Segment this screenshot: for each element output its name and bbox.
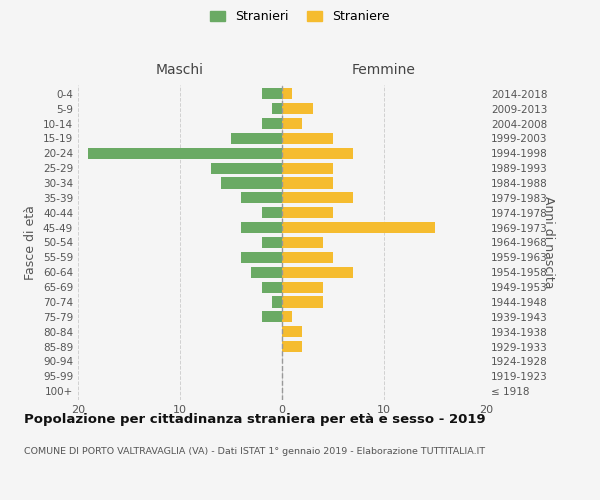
Bar bbox=[282, 341, 302, 352]
Bar bbox=[282, 222, 435, 233]
Text: COMUNE DI PORTO VALTRAVAGLIA (VA) - Dati ISTAT 1° gennaio 2019 - Elaborazione TU: COMUNE DI PORTO VALTRAVAGLIA (VA) - Dati… bbox=[24, 448, 485, 456]
Bar bbox=[282, 311, 292, 322]
Bar bbox=[211, 162, 282, 174]
Bar bbox=[262, 118, 282, 129]
Legend: Stranieri, Straniere: Stranieri, Straniere bbox=[206, 6, 394, 26]
Bar bbox=[282, 207, 333, 218]
Bar bbox=[272, 103, 282, 115]
Bar bbox=[231, 133, 282, 144]
Text: Maschi: Maschi bbox=[156, 64, 204, 78]
Bar bbox=[282, 118, 302, 129]
Bar bbox=[262, 282, 282, 292]
Bar bbox=[282, 296, 323, 308]
Bar bbox=[272, 296, 282, 308]
Bar bbox=[282, 192, 353, 203]
Bar bbox=[282, 252, 333, 263]
Bar bbox=[282, 103, 313, 115]
Text: Popolazione per cittadinanza straniera per età e sesso - 2019: Popolazione per cittadinanza straniera p… bbox=[24, 412, 485, 426]
Bar bbox=[241, 192, 282, 203]
Bar bbox=[282, 282, 323, 292]
Bar bbox=[282, 326, 302, 337]
Bar bbox=[282, 237, 323, 248]
Bar bbox=[282, 266, 353, 278]
Bar bbox=[221, 178, 282, 188]
Bar bbox=[262, 207, 282, 218]
Bar bbox=[282, 88, 292, 100]
Bar bbox=[241, 252, 282, 263]
Bar bbox=[241, 222, 282, 233]
Text: Femmine: Femmine bbox=[352, 64, 416, 78]
Bar bbox=[262, 88, 282, 100]
Bar bbox=[251, 266, 282, 278]
Bar bbox=[282, 178, 333, 188]
Y-axis label: Anni di nascita: Anni di nascita bbox=[542, 196, 554, 289]
Bar bbox=[282, 133, 333, 144]
Bar bbox=[262, 237, 282, 248]
Bar bbox=[282, 162, 333, 174]
Bar bbox=[262, 311, 282, 322]
Bar bbox=[282, 148, 353, 159]
Y-axis label: Fasce di età: Fasce di età bbox=[25, 205, 37, 280]
Bar bbox=[88, 148, 282, 159]
